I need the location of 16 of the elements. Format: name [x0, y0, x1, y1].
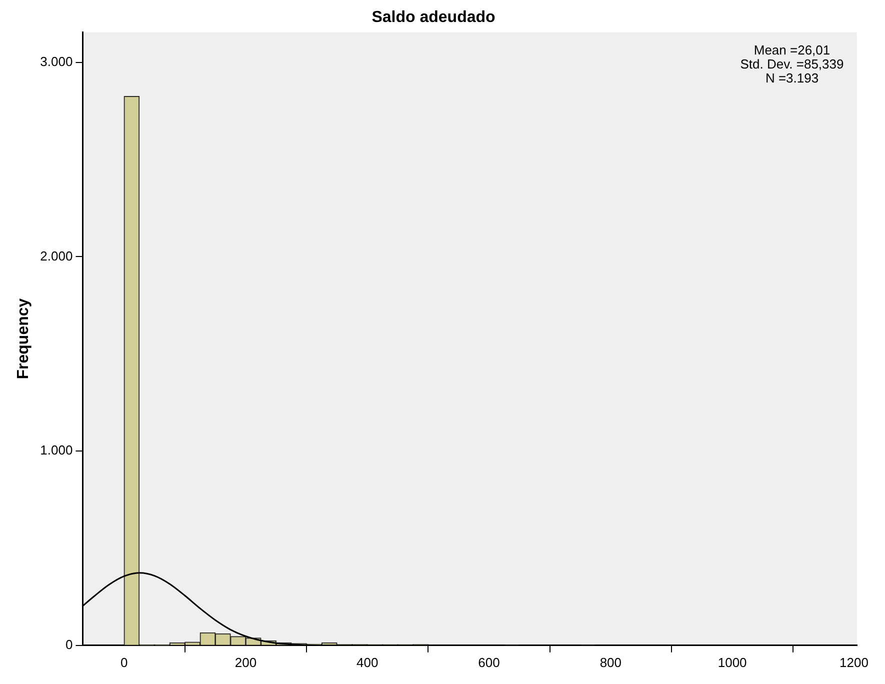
annotation: N =3.193 [765, 70, 819, 86]
annotation: Mean =26,01 [754, 42, 830, 58]
y-axis-title: Frequency [15, 298, 32, 380]
x-tick-label: 400 [356, 654, 378, 670]
x-tick-label: 0 [120, 654, 128, 670]
y-tick-label: 3.000 [40, 54, 73, 69]
y-tick-label: 1.000 [40, 442, 73, 458]
x-tick-label: 200 [234, 654, 257, 670]
x-tick-label: 800 [600, 654, 622, 670]
x-tick-label: 1000 [718, 654, 747, 670]
annotation: Std. Dev. =85,339 [740, 56, 844, 72]
y-tick-label: 0 [65, 636, 73, 652]
chart-title: Saldo adeudado [372, 9, 496, 26]
x-tick-label: 1200 [840, 654, 868, 670]
y-tick-label: 2.000 [40, 248, 73, 264]
x-tick-label: 600 [478, 654, 500, 670]
